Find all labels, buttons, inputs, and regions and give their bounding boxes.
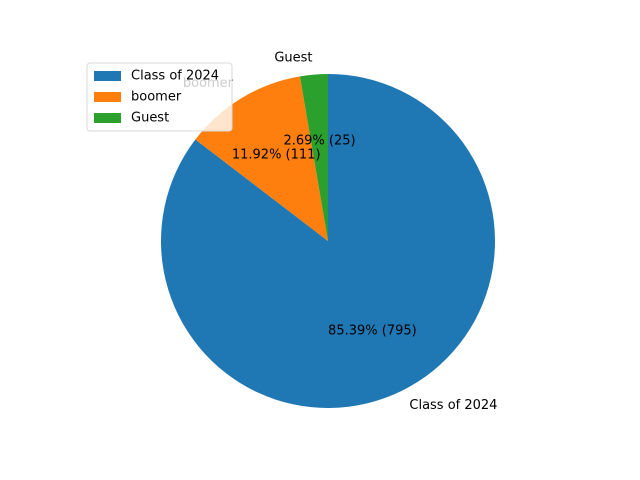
legend-label-boomer: boomer <box>131 90 182 105</box>
legend-frame <box>86 62 233 132</box>
legend-swatch-class-of-2024 <box>94 71 121 81</box>
pie-slice-guest <box>299 74 328 241</box>
legend: Class of 2024 boomer Guest <box>86 62 233 132</box>
legend-label-guest: Guest <box>131 111 169 126</box>
legend-label-class-of-2024: Class of 2024 <box>131 69 219 84</box>
slice-label-class-of-2024: Class of 2024 <box>409 398 497 413</box>
pie-slice-class-of-2024 <box>161 74 496 408</box>
slice-value-label-class-of-2024: 85.39% (795) <box>328 323 417 338</box>
legend-swatch-boomer <box>94 92 121 102</box>
slice-value-label-guest: 2.69% (25) <box>283 134 355 149</box>
slice-label-guest: Guest <box>274 50 312 65</box>
legend-swatch-guest <box>94 113 121 123</box>
slice-value-label-boomer: 11.92% (111) <box>232 148 321 163</box>
